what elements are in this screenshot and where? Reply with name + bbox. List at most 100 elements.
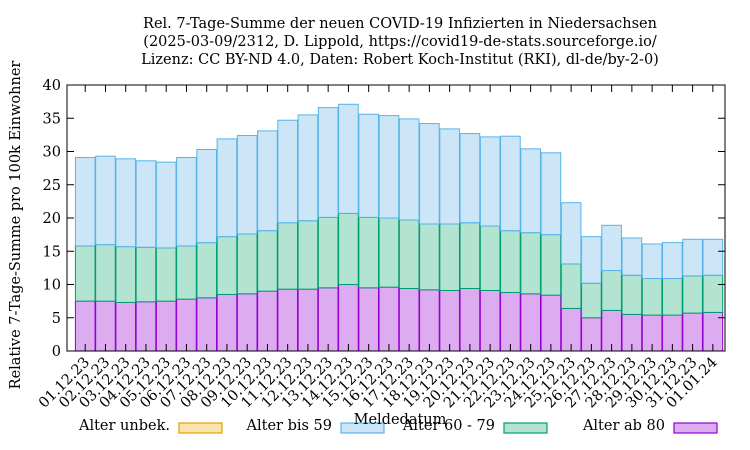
bar-segment bbox=[540, 234, 562, 296]
bar-segment bbox=[257, 290, 278, 352]
bar-segment bbox=[216, 293, 238, 352]
bar-segment bbox=[338, 103, 359, 214]
legend-swatch bbox=[178, 422, 223, 434]
bar-segment bbox=[216, 138, 238, 238]
bar-segment bbox=[419, 223, 440, 291]
bar-segment bbox=[115, 158, 137, 248]
bar-segment bbox=[358, 287, 379, 352]
bar-segment bbox=[479, 136, 501, 227]
legend-swatch bbox=[340, 422, 385, 434]
bar-segment bbox=[74, 156, 96, 247]
bar-segment bbox=[398, 219, 420, 289]
bar-segment bbox=[479, 225, 501, 291]
bar-segment bbox=[520, 148, 541, 234]
bar-segment bbox=[317, 287, 339, 352]
y-tick-label: 30 bbox=[43, 145, 61, 161]
bar-segment bbox=[277, 119, 298, 224]
bar-segment bbox=[581, 282, 602, 319]
bar-segment bbox=[378, 217, 400, 288]
bar-segment bbox=[439, 223, 460, 291]
bar-segment bbox=[702, 274, 724, 313]
legend-label: Alter ab 80 bbox=[582, 418, 665, 434]
bar-segment bbox=[176, 156, 197, 247]
bar-segment bbox=[378, 286, 400, 352]
legend-swatch bbox=[503, 422, 548, 434]
y-axis-label: Relative 7-Tage-Summe pro 100k Einwohner bbox=[8, 60, 24, 390]
bar-segment bbox=[236, 233, 258, 295]
y-tick-label: 0 bbox=[52, 344, 61, 360]
bar-segment bbox=[358, 113, 379, 218]
bar-segment bbox=[236, 293, 258, 352]
legend-label: Alter 60 - 79 bbox=[402, 418, 495, 434]
bar-segment bbox=[115, 301, 137, 352]
bar-segment bbox=[459, 133, 481, 224]
bar-segment bbox=[317, 216, 339, 289]
bar-segment bbox=[560, 202, 582, 265]
bar-segment bbox=[540, 152, 562, 236]
bar-segment bbox=[560, 263, 582, 309]
bar-segment bbox=[338, 284, 359, 352]
bar-segment bbox=[581, 236, 602, 284]
bar-segment bbox=[317, 107, 339, 218]
bar-segment bbox=[155, 300, 177, 352]
bar-segment bbox=[439, 128, 460, 225]
bar-segment bbox=[641, 243, 663, 280]
bar-segment bbox=[216, 236, 238, 295]
bar-segment bbox=[74, 245, 96, 302]
bar-segment bbox=[95, 244, 116, 302]
bar-segment bbox=[459, 222, 481, 289]
chart-title-line-1: Rel. 7-Tage-Summe der neuen COVID-19 Inf… bbox=[143, 16, 657, 32]
bar-segment bbox=[196, 297, 218, 352]
bar-segment bbox=[682, 238, 703, 277]
y-tick-label: 35 bbox=[43, 111, 61, 127]
bar-segment bbox=[419, 289, 440, 352]
bar-segment bbox=[277, 288, 298, 352]
bar-segment bbox=[459, 287, 481, 352]
bar-segment bbox=[621, 274, 643, 315]
chart-title-line-2: (2025-03-09/2312, D. Lippold, https://co… bbox=[143, 34, 657, 50]
y-tick-label: 20 bbox=[43, 211, 61, 227]
bar-segment bbox=[74, 300, 96, 352]
x-axis-label: Meldedatum bbox=[353, 412, 447, 428]
bar-segment bbox=[176, 298, 197, 352]
bar-segment bbox=[398, 287, 420, 352]
bar-segment bbox=[95, 155, 116, 246]
bar-segment bbox=[297, 114, 319, 222]
bar-segment bbox=[277, 222, 298, 290]
y-tick-label: 5 bbox=[52, 311, 61, 327]
y-tick-label: 15 bbox=[43, 244, 61, 260]
bar-segment bbox=[479, 289, 501, 352]
bar-segment bbox=[176, 245, 197, 300]
bar-segment bbox=[236, 135, 258, 235]
bar-segment bbox=[520, 293, 541, 352]
bar-segment bbox=[196, 149, 218, 244]
bar-segment bbox=[662, 242, 683, 280]
bar-segment bbox=[641, 278, 663, 316]
bar-segment bbox=[95, 300, 116, 352]
bar-segment bbox=[398, 118, 420, 221]
bar-segment bbox=[520, 232, 541, 295]
bar-segment bbox=[702, 238, 724, 276]
legend-label: Alter bis 59 bbox=[246, 418, 332, 434]
bar-segment bbox=[155, 247, 177, 302]
bar-segment bbox=[621, 237, 643, 276]
bar-segment bbox=[419, 123, 440, 225]
bar-segment bbox=[500, 291, 521, 352]
bar-segment bbox=[540, 294, 562, 352]
bar-segment bbox=[196, 242, 218, 299]
legend-layer bbox=[178, 422, 718, 434]
legend-label: Alter unbek. bbox=[79, 418, 170, 434]
bar-segment bbox=[338, 212, 359, 285]
y-tick-label: 25 bbox=[43, 178, 61, 194]
bar-segment bbox=[135, 160, 157, 248]
bar-segment bbox=[439, 289, 460, 352]
y-tick-label: 40 bbox=[43, 78, 61, 94]
bar-segment bbox=[500, 230, 521, 293]
bar-segment bbox=[500, 135, 521, 232]
bar-segment bbox=[135, 246, 157, 303]
bar-segment bbox=[297, 220, 319, 290]
bar-segment bbox=[115, 246, 137, 303]
chart-title-line-3: Lizenz: CC BY-ND 4.0, Daten: Robert Koch… bbox=[141, 52, 659, 68]
bar-segment bbox=[358, 216, 379, 289]
